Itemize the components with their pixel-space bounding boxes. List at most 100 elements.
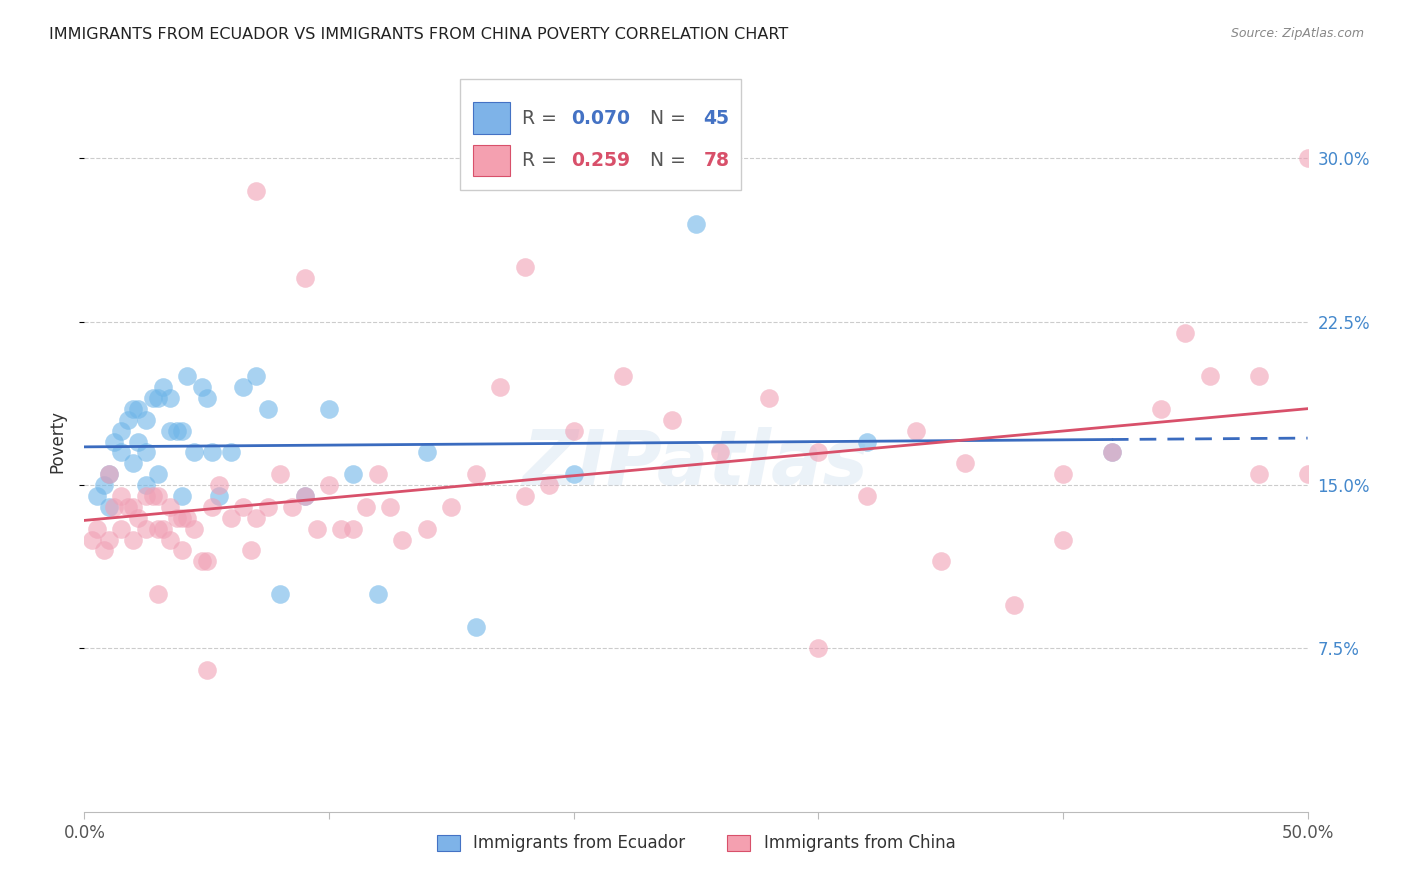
Point [219,445,242,459]
Point [146,587,169,601]
Point [367,467,389,482]
Point [612,369,634,384]
Point [219,510,242,524]
Point [159,500,181,514]
Point [200,445,222,459]
Point [135,413,157,427]
Point [159,424,181,438]
Point [127,401,149,416]
Point [1174,326,1197,340]
Point [93,478,115,492]
Point [122,533,145,547]
Point [1101,445,1123,459]
Text: R =: R = [522,109,564,128]
Point [159,533,181,547]
Text: N =: N = [638,151,692,169]
Text: 45: 45 [703,109,730,128]
Point [294,271,316,285]
Point [807,445,830,459]
Point [117,500,139,514]
Point [97,533,120,547]
Point [416,522,439,536]
Point [489,380,512,394]
Point [208,478,231,492]
Point [464,467,486,482]
Point [380,500,402,514]
Point [172,543,194,558]
Point [166,424,188,438]
Point [166,510,188,524]
Point [195,663,218,677]
Point [172,424,194,438]
Point [97,467,120,482]
Point [758,391,780,405]
Point [294,489,316,503]
Point [354,500,377,514]
Point [172,510,194,524]
FancyBboxPatch shape [460,78,741,190]
Point [191,554,214,568]
Point [318,401,340,416]
Point [146,391,169,405]
Point [146,467,169,482]
Text: 78: 78 [703,151,730,169]
Point [562,424,585,438]
Text: 0.070: 0.070 [571,109,630,128]
Point [239,543,262,558]
Point [135,445,157,459]
Point [135,489,157,503]
Point [159,391,181,405]
Point [856,489,879,503]
Point [416,445,439,459]
Point [135,522,157,536]
Point [103,434,125,449]
Point [1101,445,1123,459]
Point [172,489,194,503]
Point [1150,401,1173,416]
Point [305,522,328,536]
Point [195,554,218,568]
Point [80,533,103,547]
Point [86,522,108,536]
Point [135,478,157,492]
Point [127,434,149,449]
Point [269,467,291,482]
Point [1198,369,1220,384]
Point [103,500,125,514]
Point [97,467,120,482]
Point [929,554,952,568]
Point [93,543,115,558]
Legend: Immigrants from Ecuador, Immigrants from China: Immigrants from Ecuador, Immigrants from… [430,828,962,859]
Point [269,587,291,601]
Text: N =: N = [638,109,692,128]
Point [152,380,174,394]
Point [856,434,879,449]
Text: 0.259: 0.259 [571,151,630,169]
Text: IMMIGRANTS FROM ECUADOR VS IMMIGRANTS FROM CHINA POVERTY CORRELATION CHART: IMMIGRANTS FROM ECUADOR VS IMMIGRANTS FR… [49,27,789,42]
Point [294,489,316,503]
Point [176,369,198,384]
Point [685,217,707,231]
Point [281,500,304,514]
Point [232,500,254,514]
Point [176,510,198,524]
Point [86,489,108,503]
Point [562,467,585,482]
Point [245,369,267,384]
Point [191,380,214,394]
Point [342,467,364,482]
Text: R =: R = [522,151,564,169]
Point [232,380,254,394]
Point [391,533,413,547]
FancyBboxPatch shape [474,145,510,176]
Point [142,391,165,405]
FancyBboxPatch shape [474,103,510,134]
Point [464,619,486,633]
Point [953,456,976,470]
Point [110,489,132,503]
Point [146,489,169,503]
Point [342,522,364,536]
Point [195,391,218,405]
Point [245,510,267,524]
Point [152,522,174,536]
